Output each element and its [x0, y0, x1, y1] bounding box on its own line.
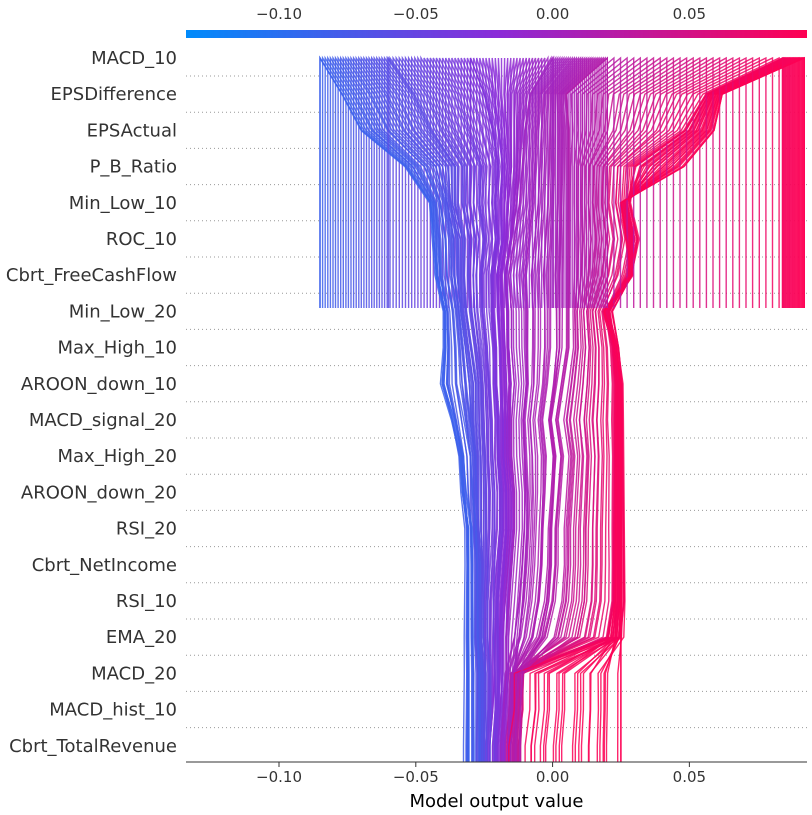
decision-line	[596, 56, 800, 762]
feature-label: Max_High_20	[58, 446, 178, 467]
bottom-tick-label: −0.05	[393, 768, 439, 786]
decision-line	[329, 55, 473, 762]
x-axis-label: Model output value	[409, 791, 583, 812]
decision-line	[469, 57, 502, 762]
decision-line	[319, 55, 469, 762]
feature-label: MACD_20	[91, 663, 177, 684]
decision-line	[516, 56, 701, 762]
feature-label: Min_Low_10	[69, 193, 177, 214]
decision-line	[516, 56, 598, 762]
decision-line	[445, 57, 491, 762]
decision-line	[363, 55, 477, 762]
feature-labels: MACD_10 EPSDifference EPSActual P_B_Ratio Mi…	[6, 48, 177, 757]
feature-label: AROON_down_10	[21, 374, 177, 395]
decision-line	[508, 56, 586, 762]
top-tick-labels: −0.10 −0.05 0.00 0.05	[256, 5, 706, 23]
feature-label: Cbrt_TotalRevenue	[9, 736, 177, 757]
decision-line	[516, 56, 608, 762]
decision-line	[482, 57, 508, 762]
decision-line	[508, 55, 561, 762]
decision-line	[438, 57, 494, 762]
top-tick-label: 0.00	[536, 5, 569, 23]
feature-label: Min_Low_20	[69, 301, 177, 322]
feature-label: RSI_20	[116, 519, 177, 540]
decision-line	[509, 55, 573, 762]
decision-line	[499, 55, 554, 762]
decision-line	[603, 56, 805, 762]
decision-line	[432, 57, 496, 762]
decision-line	[454, 57, 501, 762]
top-tick-label: −0.10	[256, 5, 302, 23]
decision-line	[355, 55, 480, 762]
top-tick-label: −0.05	[393, 5, 439, 23]
decision-line	[321, 55, 470, 762]
decision-line	[401, 55, 491, 762]
feature-label: Cbrt_NetIncome	[32, 555, 177, 576]
bottom-tick-labels: −0.10 −0.05 0.00 0.05	[256, 762, 706, 786]
decision-line	[417, 55, 489, 762]
bottom-tick-label: 0.05	[673, 768, 706, 786]
feature-label: MACD_signal_20	[29, 410, 177, 431]
feature-label: AROON_down_20	[21, 482, 177, 503]
decision-lines	[319, 55, 805, 762]
bottom-tick-label: −0.10	[256, 768, 302, 786]
bottom-tick-label: 0.00	[536, 768, 569, 786]
top-tick-label: 0.05	[673, 5, 706, 23]
decision-line	[514, 56, 584, 762]
decision-line	[497, 57, 510, 762]
feature-label: EPSDifference	[51, 84, 177, 105]
feature-label: EPSActual	[87, 120, 177, 141]
feature-label: Cbrt_FreeCashFlow	[6, 265, 177, 286]
feature-label: RSI_10	[116, 591, 177, 612]
feature-label: MACD_hist_10	[49, 700, 177, 721]
feature-label: Max_High_10	[58, 338, 178, 359]
colorbar	[186, 30, 807, 38]
decision-line	[389, 55, 487, 762]
decision-line	[387, 55, 485, 762]
decision-line	[508, 56, 784, 762]
feature-label: P_B_Ratio	[90, 157, 177, 178]
decision-line	[345, 55, 481, 762]
feature-label: ROC_10	[106, 229, 177, 250]
feature-label: MACD_10	[91, 48, 177, 69]
feature-label: EMA_20	[106, 627, 177, 648]
decision-line	[519, 56, 628, 762]
